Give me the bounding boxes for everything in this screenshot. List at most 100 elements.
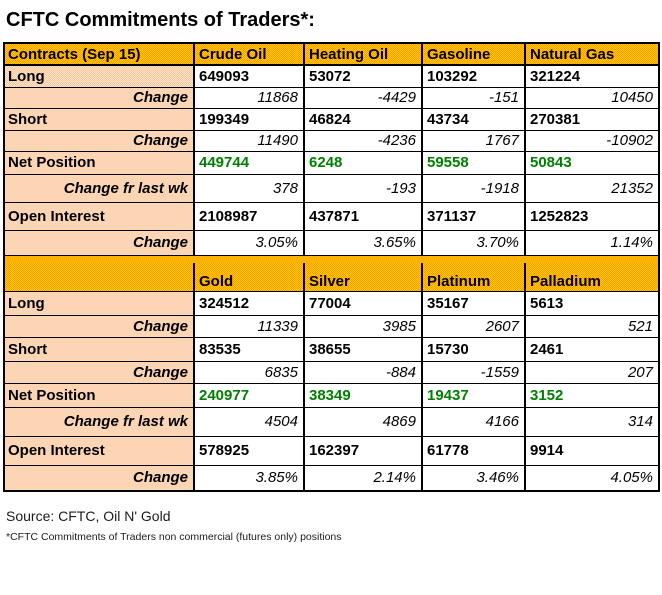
- row-label: Long: [3, 290, 195, 316]
- table-row: Short 199349 46824 43734 270381: [3, 107, 660, 131]
- energy-section: Contracts (Sep 15) Crude Oil Heating Oil…: [3, 42, 660, 256]
- value-cell: 4504: [193, 406, 305, 437]
- value-cell: 1767: [421, 129, 526, 152]
- page-title: CFTC Commitments of Traders*:: [6, 9, 315, 31]
- column-header: Natural Gas: [524, 42, 660, 66]
- value-cell: 324512: [193, 290, 305, 316]
- value-cell: -193: [303, 173, 423, 203]
- value-cell: -884: [303, 360, 423, 384]
- value-cell: 3.46%: [421, 464, 526, 492]
- value-cell: 38349: [303, 382, 423, 408]
- value-cell: 5613: [524, 290, 660, 316]
- row-label: Change fr last wk: [3, 173, 195, 203]
- table-row: Open Interest 578925 162397 61778 9914: [3, 435, 660, 466]
- column-header: Silver: [303, 263, 423, 292]
- row-label: Open Interest: [3, 435, 195, 466]
- table-row: Short 83535 38655 15730 2461: [3, 336, 660, 362]
- value-cell: 578925: [193, 435, 305, 466]
- column-header: Heating Oil: [303, 42, 423, 66]
- value-cell: 240977: [193, 382, 305, 408]
- divider-band: [3, 254, 660, 263]
- value-cell: 521: [524, 314, 660, 338]
- row-label: Change fr last wk: [3, 406, 195, 437]
- row-label: Change: [3, 86, 195, 109]
- value-cell: 83535: [193, 336, 305, 362]
- value-cell: 207: [524, 360, 660, 384]
- row-label: Long: [3, 64, 195, 88]
- table-row: Change 3.85% 2.14% 3.46% 4.05%: [3, 464, 660, 492]
- table-row: Long 649093 53072 103292 321224: [3, 64, 660, 88]
- row-label: Short: [3, 107, 195, 131]
- row-label: Open Interest: [3, 201, 195, 231]
- value-cell: -1559: [421, 360, 526, 384]
- value-cell: -1918: [421, 173, 526, 203]
- value-cell: 2607: [421, 314, 526, 338]
- value-cell: 15730: [421, 336, 526, 362]
- table-row: Change 11490 -4236 1767 -10902: [3, 129, 660, 152]
- value-cell: 371137: [421, 201, 526, 231]
- value-cell: 321224: [524, 64, 660, 88]
- table-row: Change 6835 -884 -1559 207: [3, 360, 660, 384]
- value-cell: 378: [193, 173, 305, 203]
- cot-table: Contracts (Sep 15) Crude Oil Heating Oil…: [3, 42, 660, 492]
- value-cell: -4236: [303, 129, 423, 152]
- value-cell: 46824: [303, 107, 423, 131]
- value-cell: 2108987: [193, 201, 305, 231]
- value-cell: 6835: [193, 360, 305, 384]
- value-cell: 162397: [303, 435, 423, 466]
- row-label: Net Position: [3, 382, 195, 408]
- value-cell: 21352: [524, 173, 660, 203]
- table-row: Open Interest 2108987 437871 371137 1252…: [3, 201, 660, 231]
- value-cell: 3985: [303, 314, 423, 338]
- value-cell: 1.14%: [524, 229, 660, 256]
- value-cell: 6248: [303, 150, 423, 175]
- row-label: Short: [3, 336, 195, 362]
- footnote-text: *CFTC Commitments of Traders non commerc…: [6, 531, 342, 543]
- row-label: Change: [3, 360, 195, 384]
- value-cell: 103292: [421, 64, 526, 88]
- table-row: Change 3.05% 3.65% 3.70% 1.14%: [3, 229, 660, 256]
- value-cell: 1252823: [524, 201, 660, 231]
- value-cell: 11868: [193, 86, 305, 109]
- column-header: Crude Oil: [193, 42, 305, 66]
- column-header: Platinum: [421, 263, 526, 292]
- table-row: Long 324512 77004 35167 5613: [3, 290, 660, 316]
- value-cell: 50843: [524, 150, 660, 175]
- value-cell: -10902: [524, 129, 660, 152]
- value-cell: 437871: [303, 201, 423, 231]
- table-row: Net Position 240977 38349 19437 3152: [3, 382, 660, 408]
- table-row: Net Position 449744 6248 59558 50843: [3, 150, 660, 175]
- value-cell: 3.65%: [303, 229, 423, 256]
- row-label: Change: [3, 129, 195, 152]
- value-cell: 314: [524, 406, 660, 437]
- value-cell: 11339: [193, 314, 305, 338]
- column-header: Contracts (Sep 15): [3, 42, 195, 66]
- value-cell: 2.14%: [303, 464, 423, 492]
- value-cell: 53072: [303, 64, 423, 88]
- value-cell: 9914: [524, 435, 660, 466]
- value-cell: -151: [421, 86, 526, 109]
- value-cell: 649093: [193, 64, 305, 88]
- metals-section: Gold Silver Platinum Palladium Long 3245…: [3, 254, 660, 492]
- value-cell: 43734: [421, 107, 526, 131]
- table-row: Change 11339 3985 2607 521: [3, 314, 660, 338]
- table-row: Change 11868 -4429 -151 10450: [3, 86, 660, 109]
- value-cell: 449744: [193, 150, 305, 175]
- value-cell: 19437: [421, 382, 526, 408]
- column-header: Gasoline: [421, 42, 526, 66]
- value-cell: 270381: [524, 107, 660, 131]
- column-header: [3, 263, 195, 292]
- value-cell: 2461: [524, 336, 660, 362]
- row-label: Change: [3, 464, 195, 492]
- value-cell: 3.70%: [421, 229, 526, 256]
- value-cell: 3152: [524, 382, 660, 408]
- value-cell: 38655: [303, 336, 423, 362]
- column-header: Palladium: [524, 263, 660, 292]
- value-cell: 199349: [193, 107, 305, 131]
- value-cell: 4.05%: [524, 464, 660, 492]
- value-cell: 4166: [421, 406, 526, 437]
- header-row: Contracts (Sep 15) Crude Oil Heating Oil…: [3, 42, 660, 66]
- source-text: Source: CFTC, Oil N' Gold: [6, 508, 171, 524]
- table-row: Change fr last wk 4504 4869 4166 314: [3, 406, 660, 437]
